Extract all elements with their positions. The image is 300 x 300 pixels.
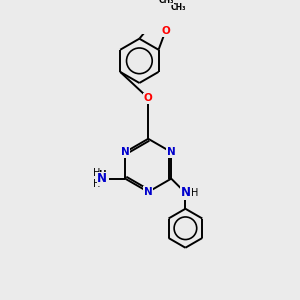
Text: N: N bbox=[97, 172, 107, 185]
Text: N: N bbox=[180, 186, 190, 199]
Text: CH₃: CH₃ bbox=[171, 3, 186, 12]
Text: H: H bbox=[98, 170, 106, 179]
Text: O: O bbox=[161, 26, 170, 36]
Text: N: N bbox=[98, 174, 106, 184]
Text: N: N bbox=[144, 187, 153, 197]
Text: H: H bbox=[93, 168, 100, 178]
Text: H: H bbox=[190, 188, 198, 198]
Text: N: N bbox=[121, 147, 130, 157]
Text: N: N bbox=[167, 147, 176, 157]
Text: O: O bbox=[144, 93, 153, 103]
Text: H: H bbox=[93, 179, 100, 189]
Text: H: H bbox=[98, 178, 106, 188]
Text: CH₃: CH₃ bbox=[158, 0, 174, 4]
